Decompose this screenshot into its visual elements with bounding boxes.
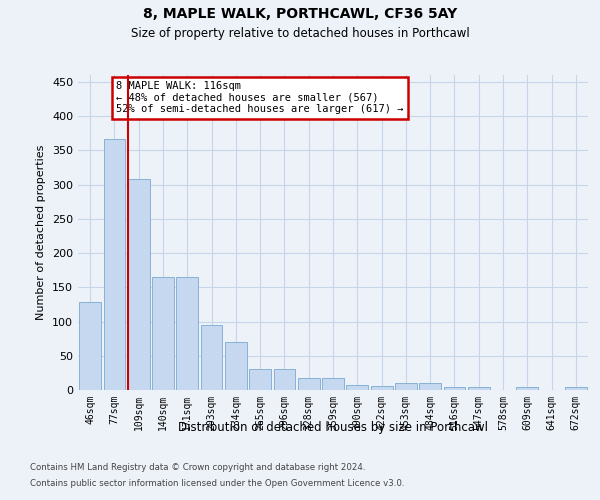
Bar: [79, 302, 101, 390]
Bar: [517, 388, 538, 390]
Text: 8, MAPLE WALK, PORTHCAWL, CF36 5AY: 8, MAPLE WALK, PORTHCAWL, CF36 5AY: [143, 8, 457, 22]
Bar: [395, 383, 417, 390]
Text: Distribution of detached houses by size in Porthcawl: Distribution of detached houses by size …: [178, 421, 488, 434]
Bar: [443, 386, 466, 390]
Text: Contains HM Land Registry data © Crown copyright and database right 2024.: Contains HM Land Registry data © Crown c…: [30, 464, 365, 472]
Bar: [104, 138, 125, 390]
Bar: [565, 388, 587, 390]
Bar: [419, 383, 441, 390]
Y-axis label: Number of detached properties: Number of detached properties: [37, 145, 46, 320]
Bar: [176, 277, 198, 390]
Bar: [298, 378, 320, 390]
Bar: [128, 179, 149, 390]
Bar: [249, 370, 271, 390]
Bar: [225, 342, 247, 390]
Bar: [200, 325, 223, 390]
Bar: [371, 386, 392, 390]
Bar: [346, 385, 368, 390]
Bar: [322, 378, 344, 390]
Text: 8 MAPLE WALK: 116sqm
← 48% of detached houses are smaller (567)
52% of semi-deta: 8 MAPLE WALK: 116sqm ← 48% of detached h…: [116, 82, 404, 114]
Text: Size of property relative to detached houses in Porthcawl: Size of property relative to detached ho…: [131, 28, 469, 40]
Text: Contains public sector information licensed under the Open Government Licence v3: Contains public sector information licen…: [30, 478, 404, 488]
Bar: [274, 370, 295, 390]
Bar: [468, 386, 490, 390]
Bar: [152, 277, 174, 390]
